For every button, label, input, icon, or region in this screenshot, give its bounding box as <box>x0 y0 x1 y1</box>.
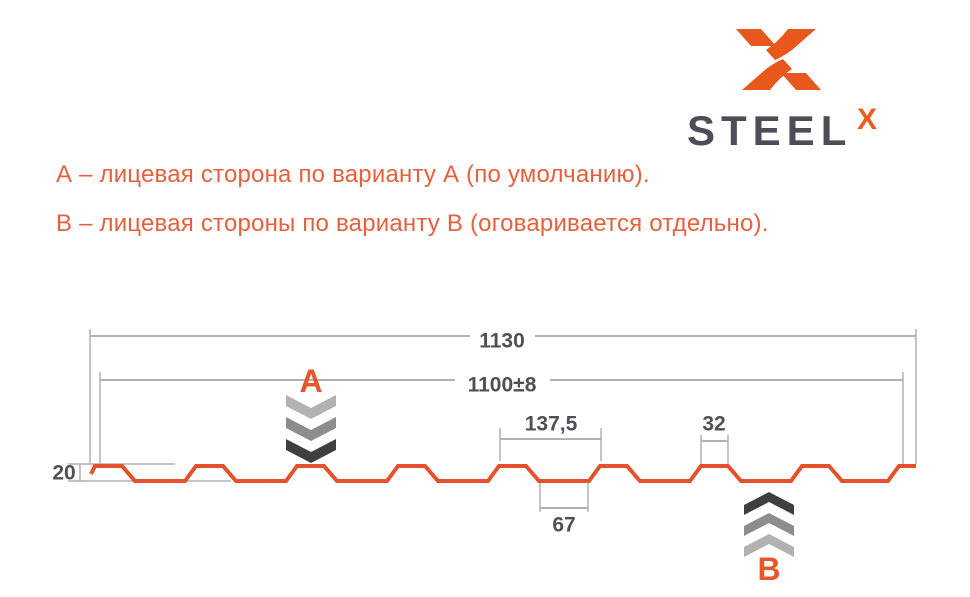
side-a-label: A <box>299 363 322 399</box>
logo <box>718 20 878 100</box>
side-a-arrow-chevron-2 <box>286 417 336 441</box>
logo-icon-top-right-hook <box>766 29 816 60</box>
profile-drawing: 1130 1100±8 137,5 32 67 20 A <box>52 329 917 587</box>
side-b-arrow-chevron-3 <box>744 534 794 557</box>
side-a-arrow-chevron-3 <box>286 439 336 463</box>
dim-valley-label: 67 <box>552 514 575 537</box>
logo-icon-bottom-right-arm <box>781 73 821 90</box>
side-a-arrow-chevron-1 <box>286 395 336 419</box>
note-side-a: А – лицевая сторона по варианту А (по ум… <box>56 161 650 188</box>
dim-overall-width-label: 1130 <box>479 330 525 353</box>
logo-icon-top-left-arm <box>736 29 776 46</box>
side-b-arrow-chevron-1 <box>744 492 794 515</box>
logo-brand-text: STEEL <box>687 107 853 154</box>
note-side-b: В – лицевая стороны по варианту В (огова… <box>56 210 769 237</box>
dim-rib-top-label: 32 <box>702 413 725 436</box>
sheet-profile-outline <box>89 464 916 483</box>
dim-working-width-label: 1100±8 <box>468 374 537 397</box>
logo-icon-bottom-left-hook <box>742 59 792 90</box>
dim-rib-pitch-label: 137,5 <box>525 413 578 436</box>
steelx-logo-icon <box>736 29 821 90</box>
logo-brand-sup: X <box>857 103 878 136</box>
dim-height-label: 20 <box>52 462 75 485</box>
side-b-arrow-chevron-2 <box>744 513 794 536</box>
side-b-label: B <box>757 551 780 587</box>
